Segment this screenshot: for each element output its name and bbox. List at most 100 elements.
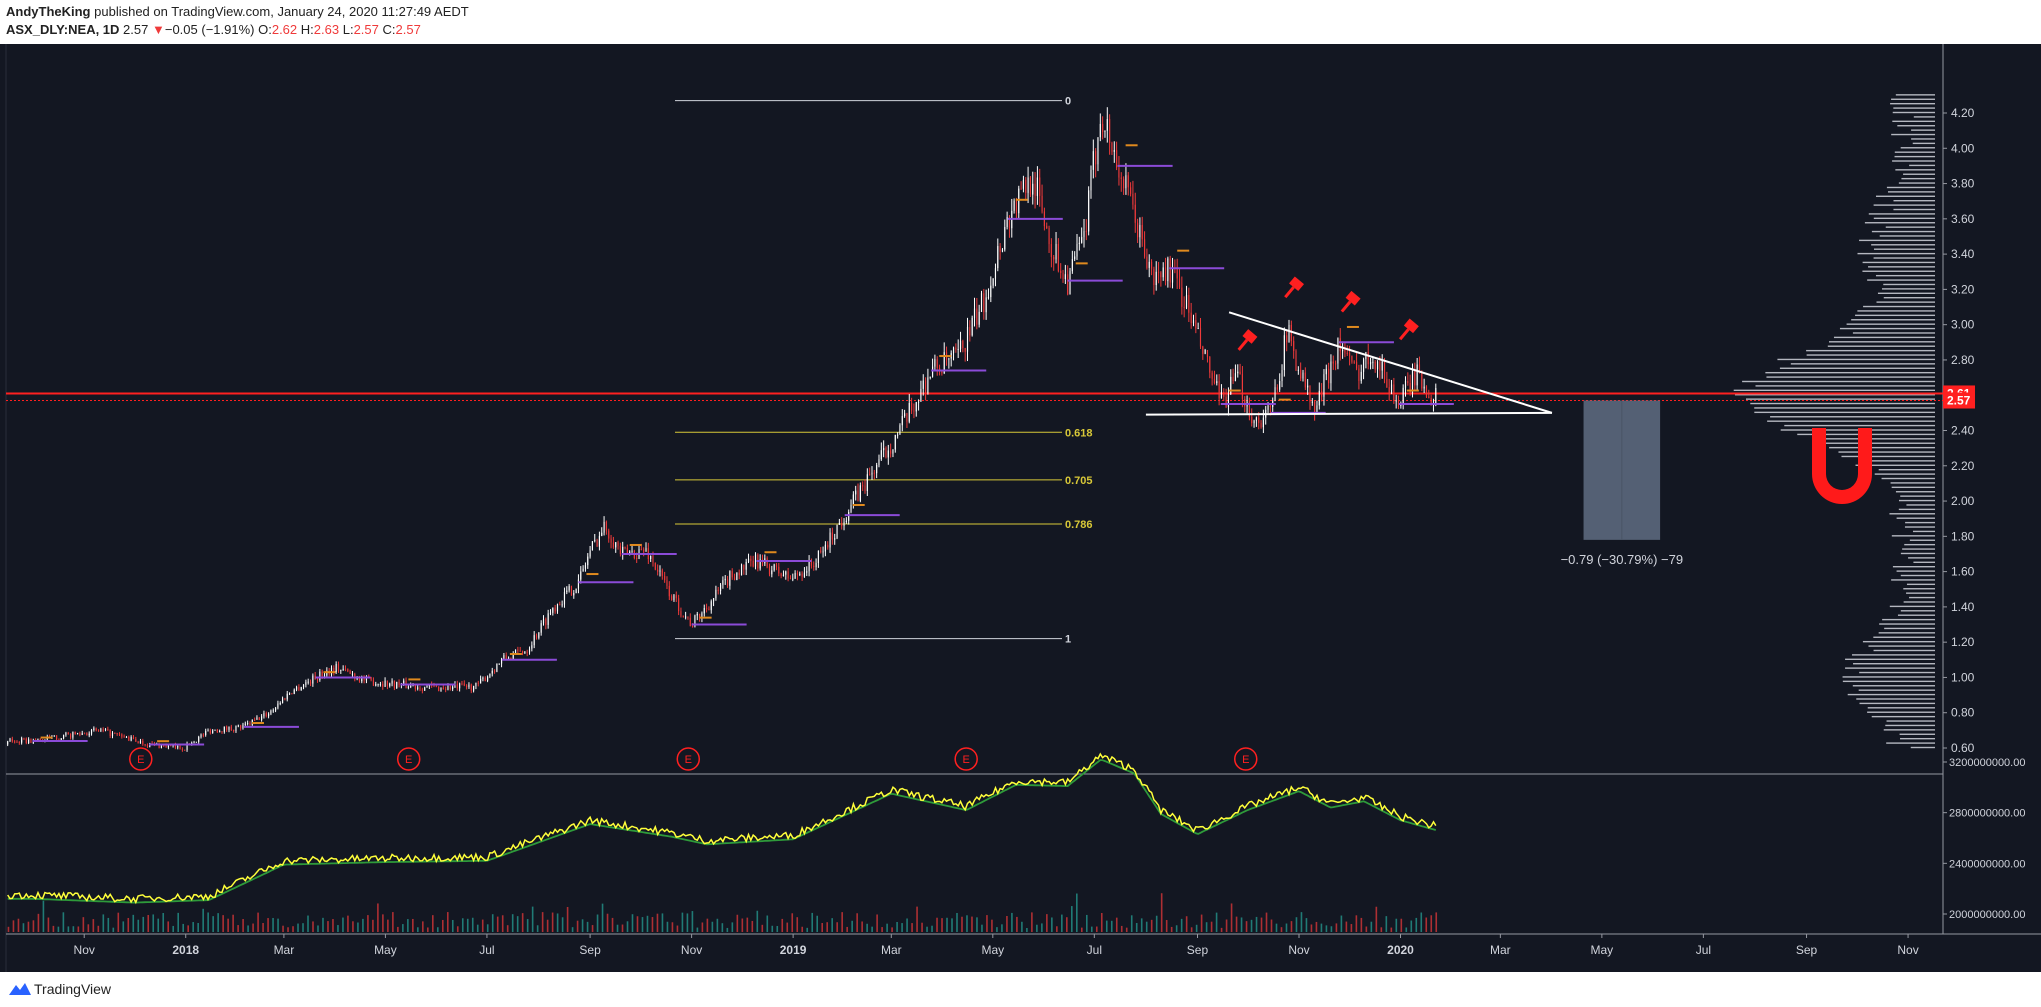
candle-body: [617, 542, 619, 546]
candle-body: [533, 635, 535, 646]
candle-body: [773, 564, 775, 571]
candle-body: [785, 571, 787, 575]
candle-body: [1344, 349, 1346, 353]
candle-body: [626, 547, 628, 554]
candle-body: [603, 521, 605, 533]
candle-body: [1218, 381, 1220, 399]
price-tick-label: 3.20: [1951, 282, 1975, 296]
candle-body: [1190, 312, 1192, 324]
volume-bar: [1220, 927, 1223, 932]
candle-body: [1134, 204, 1136, 223]
volume-bar: [681, 912, 684, 932]
author-name[interactable]: AndyTheKing: [6, 4, 91, 19]
candle-body: [1337, 338, 1339, 364]
candle-body: [11, 738, 13, 742]
candle-body: [966, 327, 969, 352]
volume-bar: [881, 927, 883, 932]
candle-body: [631, 550, 633, 552]
candle-body: [1260, 422, 1262, 428]
volume-bar: [87, 924, 90, 932]
candle-body: [876, 464, 878, 474]
earnings-label: E: [1242, 754, 1249, 766]
magnet-icon: [1812, 428, 1872, 504]
candle-body: [927, 377, 929, 394]
candle-body: [242, 724, 244, 729]
volume-bar: [147, 915, 150, 932]
candle-body: [503, 655, 505, 659]
price-tick-label: 1.40: [1951, 600, 1975, 614]
candle-body: [1109, 119, 1111, 143]
candle-body: [498, 663, 500, 665]
volume-bar: [422, 921, 424, 932]
volume-bar: [1390, 927, 1393, 932]
candle-body: [200, 734, 202, 737]
candle-body: [1213, 378, 1216, 384]
hammer-handle: [1398, 328, 1410, 341]
candle-body: [1262, 417, 1264, 428]
volume-bar: [167, 921, 170, 932]
candle-body: [706, 608, 708, 610]
time-tick-label: Nov: [681, 943, 702, 957]
hammer-head: [1242, 329, 1258, 344]
candle-body: [1064, 274, 1066, 279]
candle-body: [1258, 417, 1260, 423]
candle-body: [894, 434, 896, 450]
candle-body: [18, 741, 20, 743]
candle-body: [389, 683, 391, 686]
candle-body: [1022, 179, 1024, 189]
candle-body: [1311, 401, 1313, 403]
candle-body: [382, 684, 384, 687]
volume-bar: [1095, 926, 1098, 932]
volume-bar: [7, 926, 10, 932]
candle-body: [759, 559, 761, 569]
volume-bar: [77, 926, 80, 932]
candle-body: [906, 413, 908, 422]
candle-body: [361, 677, 363, 682]
volume-profile-bar: [1909, 539, 1935, 541]
candle-body: [899, 425, 901, 435]
hammer-handle: [1284, 286, 1295, 299]
candle-body: [333, 667, 335, 672]
volume-bar: [337, 925, 339, 932]
volume-profile-bar: [1855, 314, 1935, 317]
volume-bar: [1415, 917, 1418, 932]
candle-body: [850, 505, 852, 512]
candle-body: [1290, 324, 1292, 342]
volume-bar: [531, 906, 534, 932]
price-chart[interactable]: 0 0.618 0.705 0.786 1 −0.79 (−30.79%) −79 E E E E…: [0, 44, 2041, 972]
candle-body: [1169, 258, 1171, 283]
volume-bar: [217, 913, 219, 932]
candle-body: [512, 653, 514, 660]
candle-body: [391, 680, 393, 684]
volume-bar: [866, 923, 868, 932]
candle-body: [724, 578, 726, 581]
volume-bar: [831, 918, 833, 932]
candle-body: [186, 743, 188, 750]
candle-body: [438, 686, 440, 692]
low-label: L:: [342, 22, 354, 37]
volume-profile-bar: [1906, 504, 1935, 506]
volume-profile-bar: [1881, 477, 1935, 480]
candle-body: [1269, 405, 1271, 407]
candle-body: [447, 686, 449, 690]
candle-body: [109, 730, 111, 736]
candle-body: [869, 474, 871, 476]
volume-profile-bar: [1899, 733, 1935, 735]
earnings-label: E: [405, 754, 412, 766]
volume-profile-bar: [1882, 618, 1935, 621]
candle-body: [722, 580, 724, 585]
candle-body: [1099, 123, 1101, 138]
candle-body: [63, 735, 65, 739]
candle-body: [86, 733, 88, 736]
candle-body: [81, 733, 83, 735]
volume-bar: [1435, 912, 1438, 932]
volume-profile-bar: [1892, 160, 1935, 162]
candle-body: [433, 685, 435, 687]
candle-body: [111, 732, 114, 736]
candle-body: [158, 743, 160, 748]
volume-bar: [157, 918, 160, 932]
candle-body: [1153, 268, 1155, 286]
volume-bar: [1066, 917, 1068, 932]
volume-bar: [561, 917, 564, 932]
volume-bar: [996, 927, 998, 932]
